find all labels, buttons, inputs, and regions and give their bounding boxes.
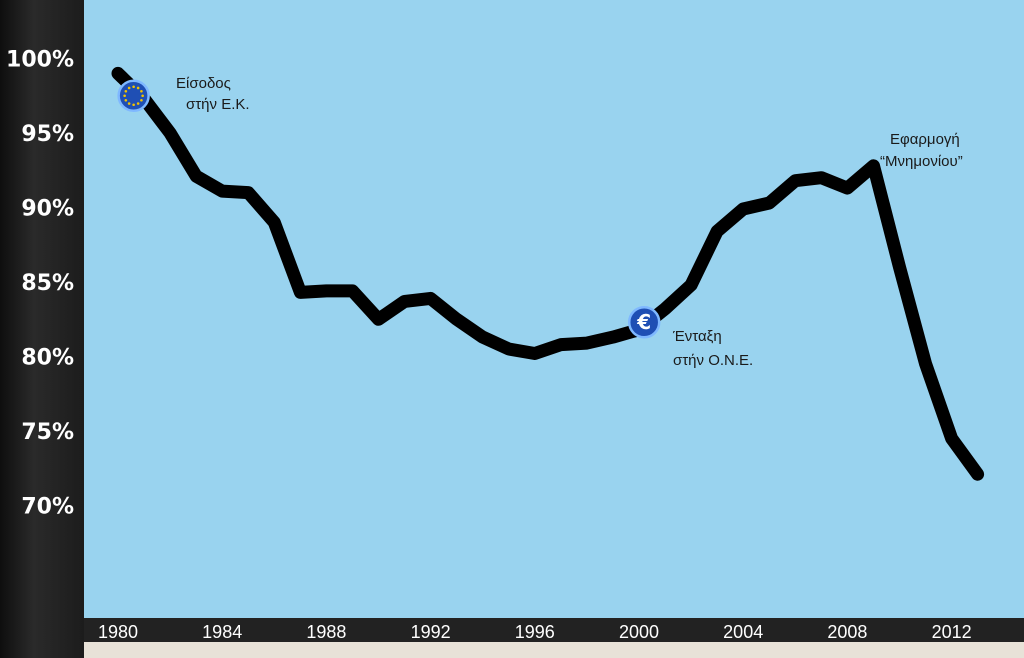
annotation-label: Είσοδος	[176, 75, 231, 92]
y-tick-label: 95%	[21, 122, 74, 147]
x-tick-label: 1992	[411, 622, 451, 642]
annotation-label: “Μνημονίου”	[880, 153, 963, 170]
plot-area	[84, 0, 1024, 618]
annotation-label: στήν Ε.Κ.	[186, 96, 250, 113]
x-tick-label: 2012	[932, 622, 972, 642]
annotation-label: στήν Ο.Ν.Ε.	[673, 352, 753, 369]
y-tick-label: 100%	[6, 48, 74, 73]
footer-strip	[84, 642, 1024, 658]
y-tick-label: 75%	[21, 420, 74, 445]
svg-text:€: €	[636, 310, 651, 334]
annotation-label: Ένταξη	[672, 328, 722, 345]
y-tick-label: 80%	[21, 346, 74, 371]
annotation-label: Εφαρμογή	[890, 131, 960, 148]
euro-icon: €	[627, 305, 661, 339]
x-tick-label: 2008	[827, 622, 867, 642]
x-tick-label: 1988	[306, 622, 346, 642]
x-tick-label: 2000	[619, 622, 659, 642]
y-tick-label: 90%	[21, 197, 74, 222]
y-tick-label: 85%	[21, 271, 74, 296]
y-tick-label: 70%	[21, 495, 74, 520]
x-tick-label: 1996	[515, 622, 555, 642]
eu-flag-icon	[117, 79, 150, 112]
series-line	[111, 66, 985, 481]
x-axis-strip	[84, 618, 1024, 642]
x-tick-label: 2004	[723, 622, 763, 642]
y-axis-strip	[0, 0, 84, 658]
x-tick-label: 1980	[98, 622, 138, 642]
x-tick-label: 1984	[202, 622, 242, 642]
